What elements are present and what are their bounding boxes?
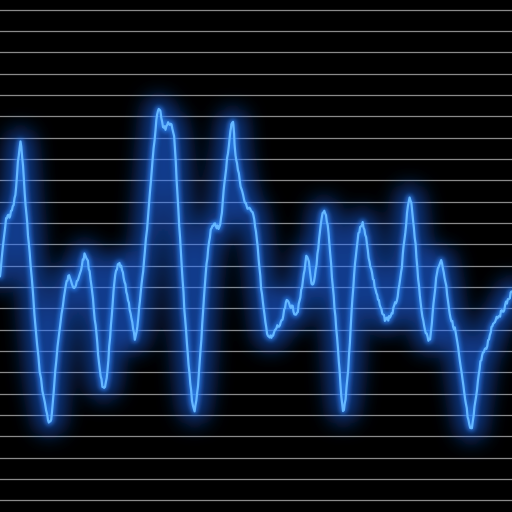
waveform-line [0,107,512,430]
